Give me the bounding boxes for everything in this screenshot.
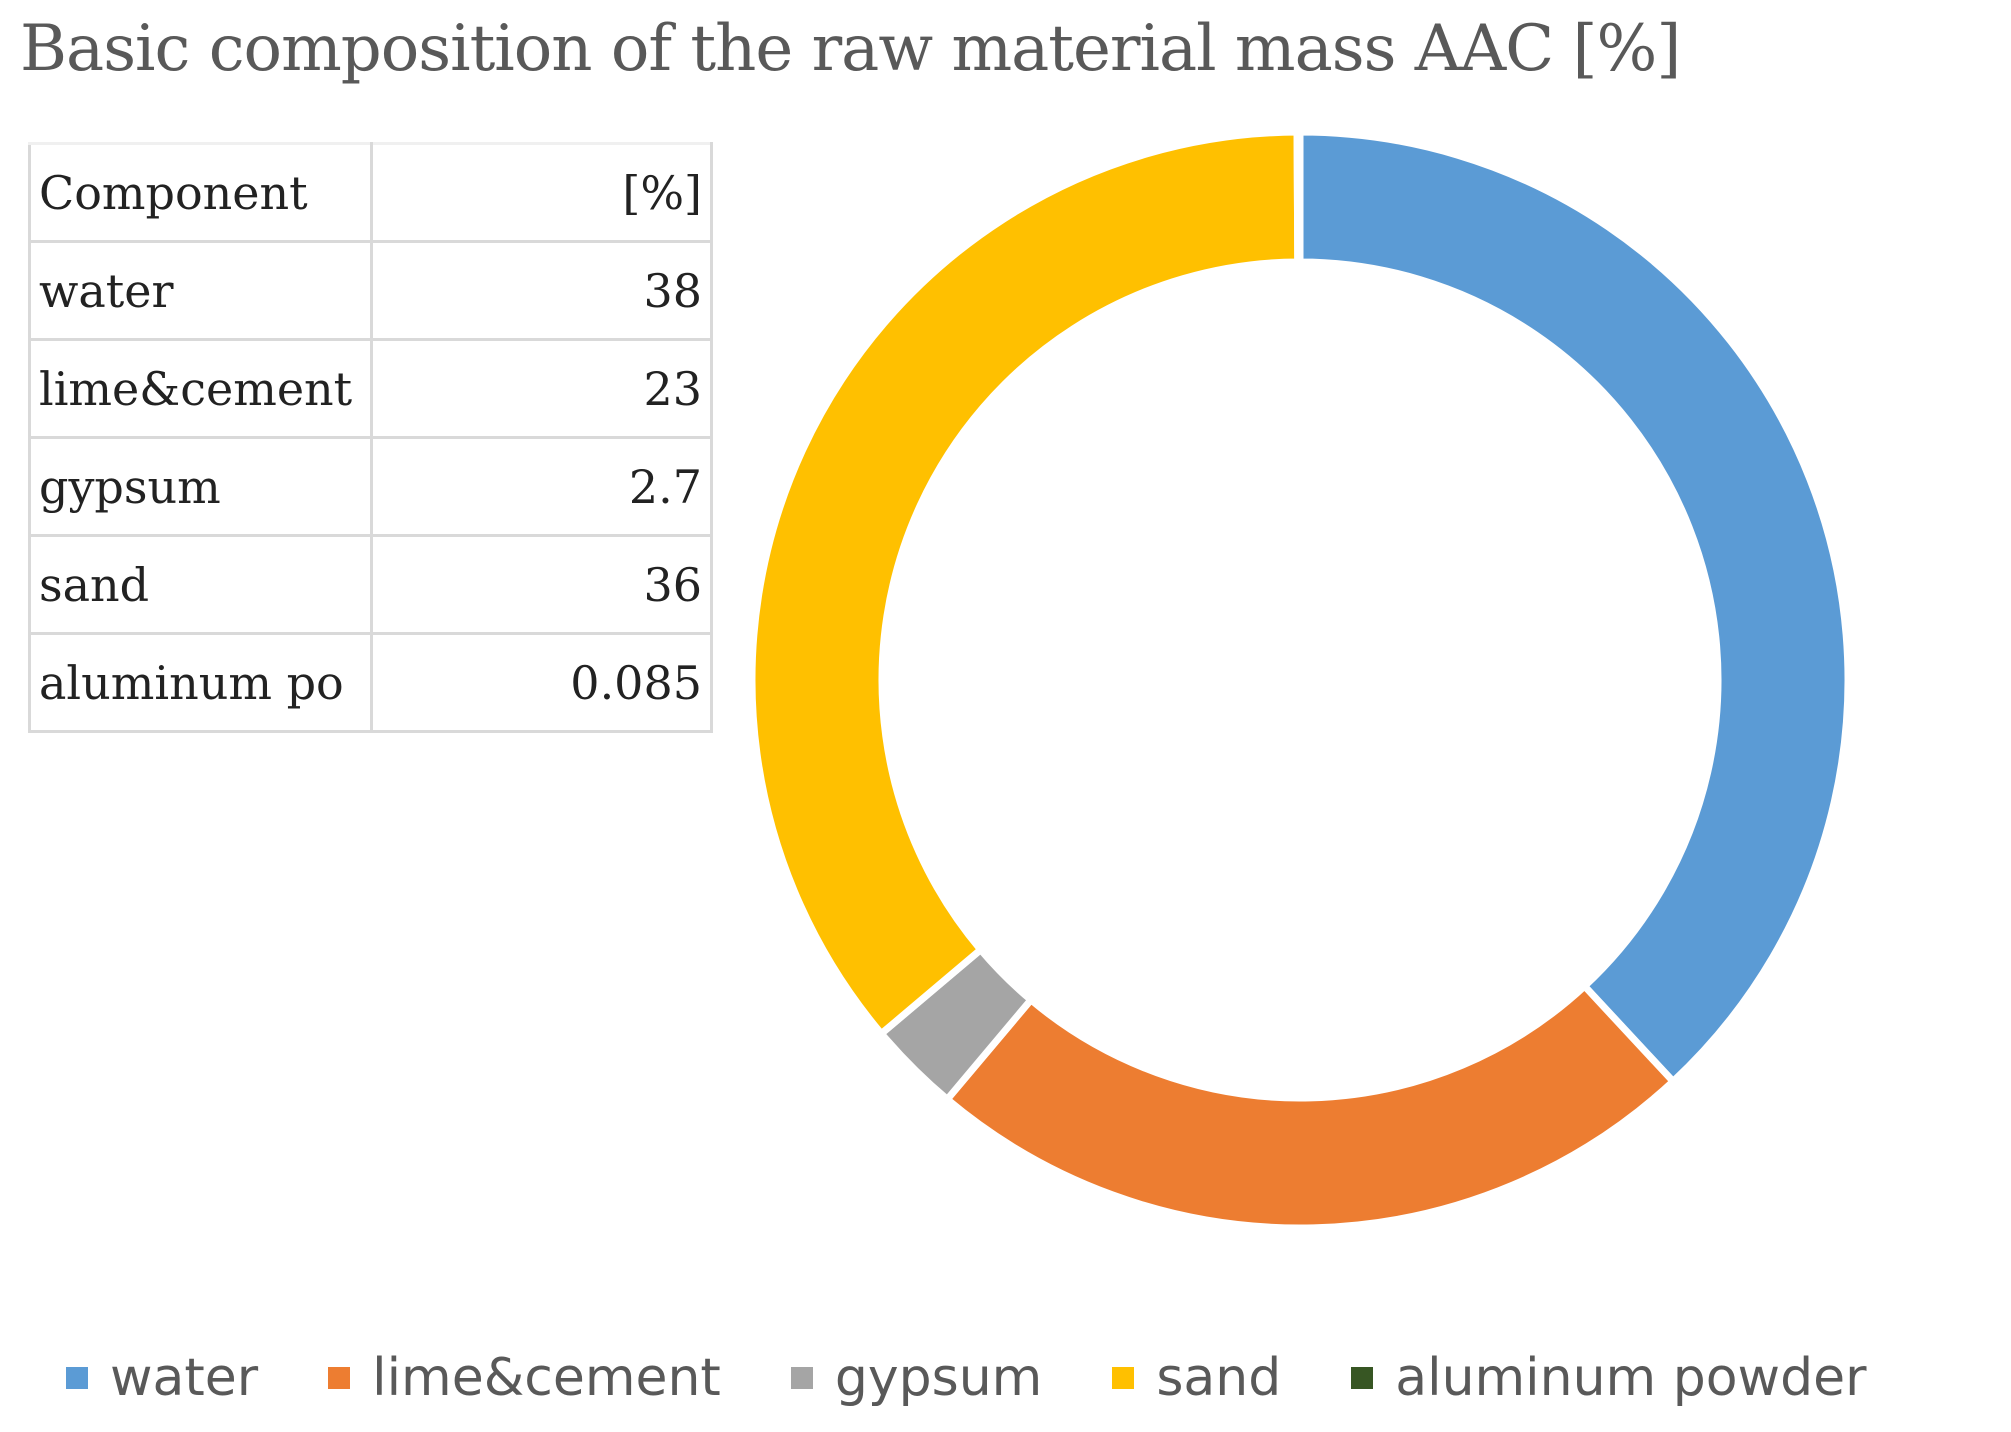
table-header-row: Component [%] — [28, 142, 713, 243]
donut-chart — [748, 128, 1852, 1232]
legend-item-water: water — [66, 1348, 258, 1408]
legend-swatch — [328, 1367, 351, 1389]
chart-title: Basic composition of the raw material ma… — [20, 12, 1681, 86]
table-row: gypsum 2.7 — [28, 436, 713, 537]
donut-slice-aluminum-powder — [1293, 128, 1304, 266]
legend-item-lime-cement: lime&cement — [328, 1348, 721, 1408]
table-row: lime&cement 23 — [28, 338, 713, 439]
legend-label: water — [110, 1348, 259, 1408]
donut-slice-sand — [748, 128, 1302, 1039]
legend-label: aluminum powder — [1395, 1348, 1867, 1408]
donut-slice-water — [1296, 128, 1852, 1087]
legend-swatch — [790, 1367, 813, 1389]
table-cell-component: water — [28, 240, 373, 341]
legend-label: gypsum — [834, 1348, 1043, 1408]
table-header-percent: [%] — [370, 142, 713, 243]
legend-item-gypsum: gypsum — [790, 1348, 1043, 1408]
table-header-component: Component — [28, 142, 373, 243]
legend: water lime&cement gypsum sand aluminum p… — [66, 1348, 1866, 1408]
table-cell-component: lime&cement — [28, 338, 373, 439]
legend-item-aluminum-powder: aluminum powder — [1351, 1348, 1866, 1408]
table-cell-component: aluminum po — [28, 632, 373, 733]
legend-item-sand: sand — [1112, 1348, 1281, 1408]
table-cell-value: 23 — [370, 338, 713, 439]
data-table: Component [%] water 38 lime&cement 23 gy… — [28, 142, 713, 733]
table-cell-value: 38 — [370, 240, 713, 341]
table-row: aluminum po 0.085 — [28, 632, 713, 733]
table-cell-component: gypsum — [28, 436, 373, 537]
legend-swatch — [66, 1367, 88, 1389]
table-cell-value: 2.7 — [370, 436, 713, 537]
table-row: water 38 — [28, 240, 713, 341]
table-cell-component: sand — [28, 534, 373, 635]
legend-label: sand — [1156, 1348, 1282, 1408]
table-cell-value: 36 — [370, 534, 713, 635]
table-cell-value: 0.085 — [370, 632, 713, 733]
table-row: sand 36 — [28, 534, 713, 635]
legend-swatch — [1112, 1367, 1135, 1389]
legend-swatch — [1351, 1367, 1374, 1389]
legend-label: lime&cement — [372, 1348, 721, 1408]
donut-slice-lime-cement — [942, 981, 1679, 1232]
